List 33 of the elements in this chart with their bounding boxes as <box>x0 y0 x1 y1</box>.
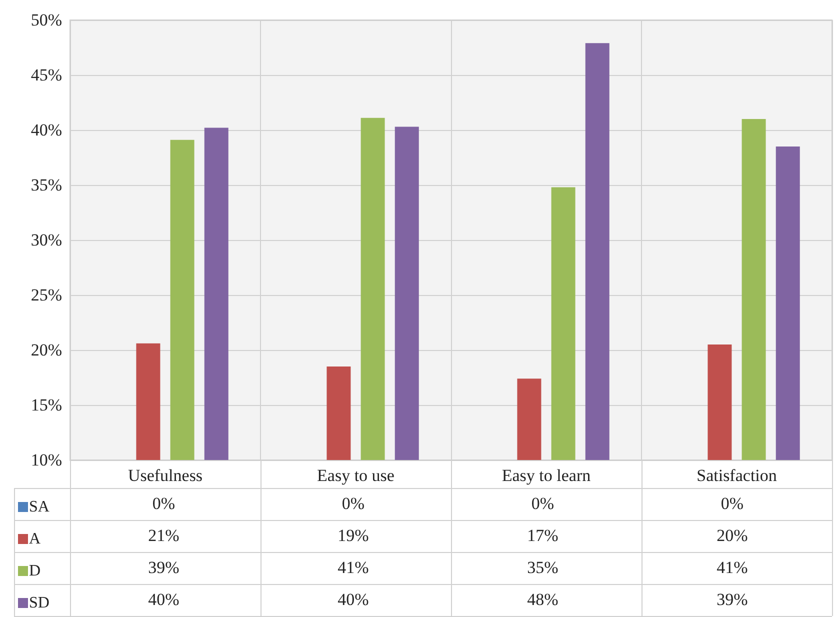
data-label: 35% <box>526 557 560 579</box>
y-tick-label: 15% <box>30 396 62 414</box>
x-tick-label: Easy to use <box>317 466 394 485</box>
data-label: 40% <box>147 589 180 611</box>
y-tick-label: 20% <box>30 340 62 360</box>
data-label: 17% <box>526 525 560 547</box>
y-tick-label: 35% <box>30 176 62 194</box>
data-label: 21% <box>147 525 180 547</box>
x-tick-label: Satisfaction <box>696 466 778 485</box>
legend-label: D <box>29 562 41 580</box>
data-label: 39% <box>147 557 180 579</box>
legend-label: SA <box>29 498 50 516</box>
text: 0% <box>720 494 744 513</box>
text: 0% <box>531 494 554 513</box>
data-label: 19% <box>336 525 370 547</box>
data-label: 39% <box>716 589 749 611</box>
data-label: 41% <box>716 557 749 579</box>
data-label: 48% <box>526 589 560 611</box>
x-tick-label: Easy to learn <box>502 466 592 485</box>
legend-label: A <box>29 530 41 548</box>
y-tick-label: 40% <box>30 120 62 140</box>
y-tick-label: 30% <box>30 230 62 250</box>
data-label: 20% <box>716 525 749 547</box>
text: 0% <box>342 494 365 513</box>
y-tick-label: 10% <box>30 450 62 470</box>
y-tick-label: 45% <box>30 66 62 84</box>
y-tick-label: 50% <box>30 10 62 30</box>
legend-label: SD <box>29 594 50 612</box>
data-label: 41% <box>336 557 370 579</box>
text: 0% <box>152 494 176 513</box>
y-tick-label: 25% <box>30 286 62 304</box>
data-label: 40% <box>336 589 370 611</box>
x-tick-label: Usefulness <box>128 466 203 485</box>
